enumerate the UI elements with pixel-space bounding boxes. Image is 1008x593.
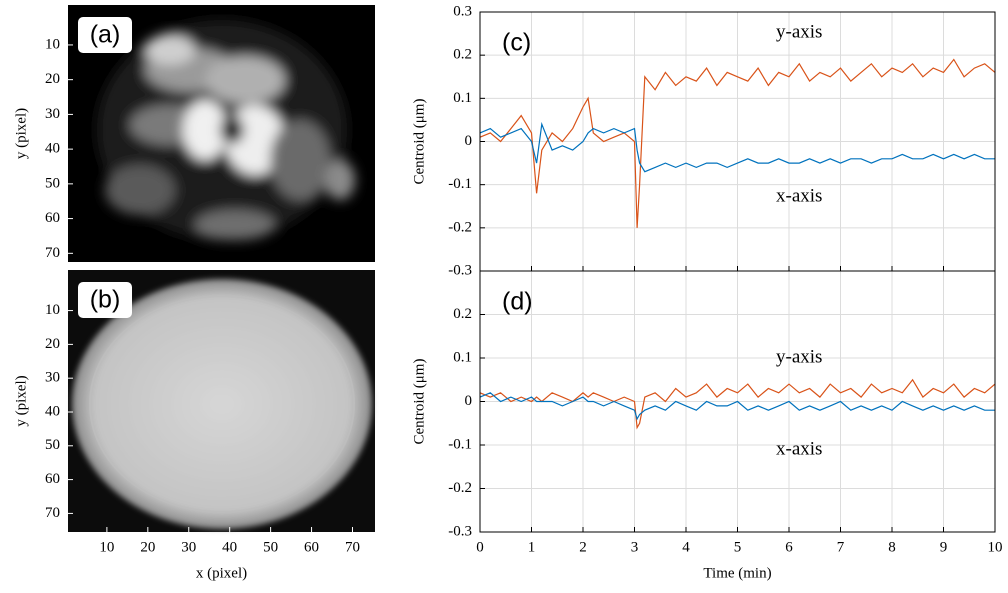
y-axis-label: y (pixel) xyxy=(13,375,29,426)
y-tick-label: 0 xyxy=(465,133,473,149)
x-tick-label: 20 xyxy=(140,539,155,555)
axes-frame xyxy=(479,270,996,533)
y-tick-label: 20 xyxy=(45,71,60,87)
x-tick-label: 10 xyxy=(99,539,114,555)
y-tick-label: -0.3 xyxy=(448,523,472,539)
y-tick-label: -0.2 xyxy=(448,480,472,496)
y-tick-label: 50 xyxy=(45,175,60,191)
x-tick-label: 6 xyxy=(785,539,793,555)
y-tick-label: 70 xyxy=(45,245,60,261)
x-tick-label: 1 xyxy=(528,539,536,555)
y-tick-label: 60 xyxy=(45,471,60,487)
y-tick-label: 0.2 xyxy=(453,47,472,63)
y-tick-label: 20 xyxy=(45,336,60,352)
x-axis-label: x (pixel) xyxy=(196,565,247,581)
x-tick-label: 5 xyxy=(734,539,742,555)
x-tick-label: 8 xyxy=(888,539,896,555)
y-tick-label: 40 xyxy=(45,141,60,157)
y-tick-label: -0.3 xyxy=(448,262,472,278)
y-axis-label: y (pixel) xyxy=(13,108,29,159)
panel-label: (d) xyxy=(502,288,533,316)
x-tick-label: 0 xyxy=(476,539,484,555)
x-tick-label: 2 xyxy=(579,539,587,555)
x-tick-label: 60 xyxy=(304,539,319,555)
y-tick-label: -0.2 xyxy=(448,219,472,235)
y-tick-label: 30 xyxy=(45,370,60,386)
y-tick-label: -0.1 xyxy=(448,176,472,192)
x-tick-label: 10 xyxy=(988,539,1003,555)
y-tick-label: 0.1 xyxy=(453,90,472,106)
series-label: y-axis xyxy=(776,21,822,42)
series-line xyxy=(479,121,995,173)
y-tick-label: 0.3 xyxy=(453,3,472,19)
y-tick-label: -0.1 xyxy=(448,436,472,452)
beam-image-a xyxy=(68,5,375,262)
series-line xyxy=(479,378,996,430)
y-tick-label: 0 xyxy=(465,393,473,409)
y-tick-label: 70 xyxy=(45,505,60,521)
x-tick-label: 4 xyxy=(682,539,690,555)
x-tick-label: 7 xyxy=(837,539,845,555)
series-label: x-axis xyxy=(776,438,822,459)
x-tick-label: 3 xyxy=(631,539,639,555)
x-axis-label: Time (min) xyxy=(703,565,771,581)
panel-label-box xyxy=(78,17,132,53)
y-tick-label: 60 xyxy=(45,210,60,226)
y-tick-label: 0.1 xyxy=(453,349,472,365)
x-tick-label: 70 xyxy=(345,539,360,555)
panel-label: (a) xyxy=(90,21,121,49)
series-label: y-axis xyxy=(776,346,822,367)
x-tick-label: 50 xyxy=(263,539,278,555)
y-tick-label: 10 xyxy=(45,302,60,318)
series-line xyxy=(479,392,995,421)
x-tick-label: 30 xyxy=(181,539,196,555)
x-tick-label: 9 xyxy=(940,539,948,555)
y-tick-label: 0.2 xyxy=(453,306,472,322)
y-axis-label: Centroid (μm) xyxy=(411,359,427,445)
panel-label: (b) xyxy=(90,286,121,314)
y-tick-label: 40 xyxy=(45,403,60,419)
series-line xyxy=(479,58,996,228)
y-tick-label: 10 xyxy=(45,36,60,52)
y-tick-label: 50 xyxy=(45,437,60,453)
panel-label: (c) xyxy=(502,29,531,57)
panel-label-box xyxy=(78,282,132,318)
series-label: x-axis xyxy=(776,185,822,206)
y-axis-label: Centroid (μm) xyxy=(411,99,427,185)
y-tick-label: 30 xyxy=(45,106,60,122)
x-tick-label: 40 xyxy=(222,539,237,555)
